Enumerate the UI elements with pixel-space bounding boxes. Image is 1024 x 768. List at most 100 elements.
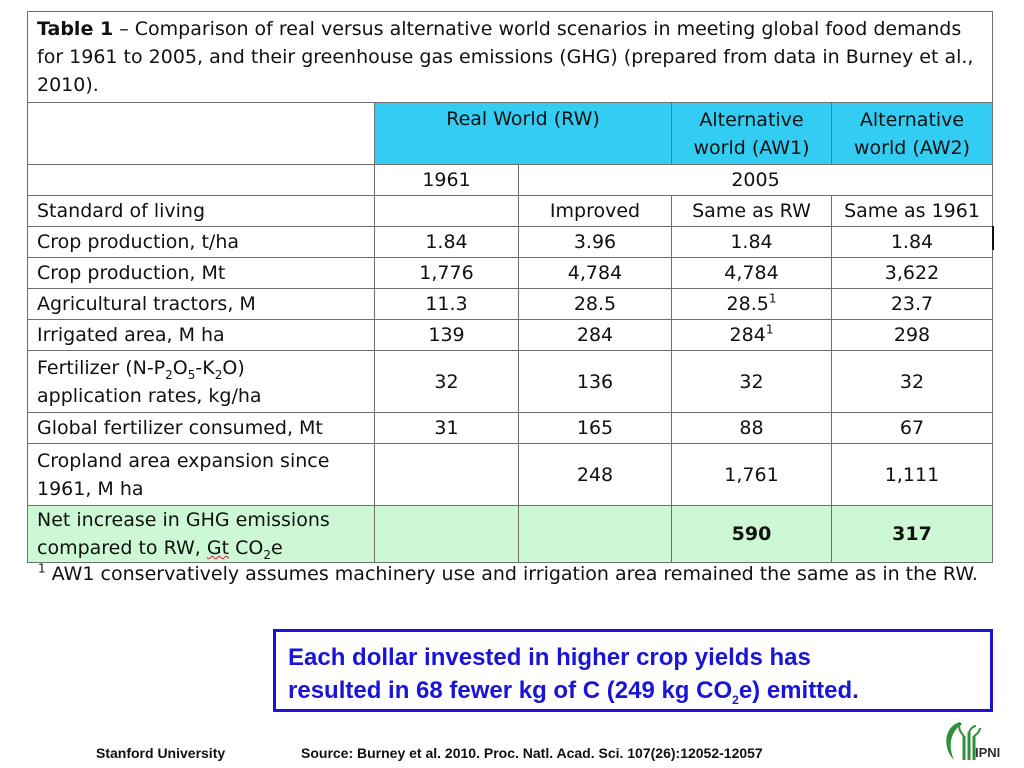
header-aw2-line1: Alternative bbox=[859, 108, 965, 131]
footnote-marker: 1 bbox=[38, 561, 46, 576]
logo-text: IPNI bbox=[975, 745, 1001, 760]
header-row: Real World (RW) Alternative world (AW1) A… bbox=[27, 102, 994, 165]
cell-aw2: 1.84 bbox=[830, 226, 994, 258]
footer-institution: Stanford University bbox=[96, 745, 226, 761]
label-part: -K bbox=[195, 356, 215, 379]
cell-1961: 139 bbox=[374, 319, 519, 351]
header-real-world-label: Real World (RW) bbox=[446, 108, 600, 130]
cell-1961 bbox=[374, 195, 519, 227]
cell-aw2: 3,622 bbox=[830, 257, 994, 289]
callout-sub: 2 bbox=[732, 692, 739, 707]
header-aw2-line2: world (AW2) bbox=[854, 136, 971, 159]
table-row: Fertilizer (N-P2O5-K2O) application rates… bbox=[27, 350, 994, 413]
label-line1: Net increase in GHG emissions bbox=[37, 509, 330, 531]
label-sub: 2 bbox=[214, 367, 223, 382]
cell-1961 bbox=[374, 443, 519, 506]
row-label-standard: Standard of living bbox=[27, 195, 375, 227]
cell-aw1: 1,761 bbox=[671, 443, 832, 506]
callout-line1: Each dollar invested in higher crop yiel… bbox=[288, 644, 811, 671]
table-caption-label: Table 1 bbox=[37, 18, 114, 40]
table-row: Standard of living Improved Same as RW S… bbox=[27, 195, 994, 227]
ipni-logo-icon bbox=[946, 722, 981, 760]
callout-line2-pre: resulted in 68 fewer kg of C (249 kg CO bbox=[288, 677, 733, 704]
table-row: Global fertilizer consumed, Mt 31 165 88… bbox=[27, 412, 994, 444]
label-part: O bbox=[172, 356, 188, 379]
cell-1961: 1.84 bbox=[374, 226, 519, 258]
cell-aw1: 1.84 bbox=[671, 226, 832, 258]
label-part: e bbox=[270, 537, 283, 559]
comparison-table: Table 1 – Comparison of real versus alte… bbox=[26, 11, 994, 563]
cell-aw1: 4,784 bbox=[671, 257, 832, 289]
table-caption-text: – Comparison of real versus alternative … bbox=[37, 18, 974, 96]
cell-1961: 31 bbox=[374, 412, 519, 444]
cell-2005: 28.5 bbox=[518, 288, 672, 320]
cell-aw2: 1,111 bbox=[830, 443, 994, 506]
cell-aw1: 2841 bbox=[671, 319, 832, 351]
label-sub: 2 bbox=[165, 367, 173, 382]
cell-1961 bbox=[374, 505, 519, 563]
label-sub: 5 bbox=[187, 367, 196, 382]
footnote-text: AW1 conservatively assumes machinery use… bbox=[45, 563, 978, 585]
cell-aw2: 298 bbox=[830, 319, 994, 351]
footnote-marker: 1 bbox=[768, 291, 777, 306]
callout-line2-post: e) emitted. bbox=[738, 677, 859, 704]
cell-aw1: 590 bbox=[671, 505, 832, 563]
table-row: Irrigated area, M ha 139 284 2841 298 bbox=[27, 319, 994, 351]
cell-aw2: 317 bbox=[830, 505, 994, 563]
header-real-world: Real World (RW) bbox=[374, 102, 672, 165]
cell-aw2: 23.7 bbox=[830, 288, 994, 320]
cell-2005: 248 bbox=[518, 443, 672, 506]
cell-2005: 4,784 bbox=[518, 257, 672, 289]
year-2005: 2005 bbox=[517, 164, 994, 196]
row-label-fertilizer-rates: Fertilizer (N-P2O5-K2O) application rates… bbox=[27, 350, 375, 413]
cell-1961: 32 bbox=[374, 350, 519, 413]
header-aw1: Alternative world (AW1) bbox=[671, 102, 832, 165]
table-footnote: 1 AW1 conservatively assumes machinery u… bbox=[38, 561, 988, 588]
header-empty-cell bbox=[27, 102, 375, 165]
row-label-crop-tha: Crop production, t/ha bbox=[27, 226, 375, 258]
label-line1: Cropland area expansion since bbox=[37, 449, 330, 472]
row-label-tractors: Agricultural tractors, M bbox=[27, 288, 375, 320]
cell-2005: Improved bbox=[518, 195, 672, 227]
cell-aw1-value: 28.5 bbox=[726, 293, 769, 315]
cell-aw1: 32 bbox=[671, 350, 832, 413]
header-aw2: Alternative world (AW2) bbox=[830, 102, 994, 165]
comparison-table-container: Table 1 – Comparison of real versus alte… bbox=[26, 11, 994, 563]
label-line2: application rates, kg/ha bbox=[37, 384, 262, 407]
year-row: 1961 2005 bbox=[27, 164, 994, 196]
table-caption-row: Table 1 – Comparison of real versus alte… bbox=[26, 11, 994, 103]
label-part: Fertilizer (N-P bbox=[37, 356, 166, 379]
cell-1961: 11.3 bbox=[374, 288, 519, 320]
cell-aw2: 32 bbox=[830, 350, 994, 413]
label-sub: 2 bbox=[263, 547, 271, 562]
cell-2005: 3.96 bbox=[518, 226, 672, 258]
cell-2005: 136 bbox=[518, 350, 672, 413]
footer-source: Source: Burney et al. 2010. Proc. Natl. … bbox=[301, 745, 763, 761]
table-row: Crop production, Mt 1,776 4,784 4,784 3,… bbox=[27, 257, 994, 289]
label-part: compared to RW, bbox=[37, 537, 207, 559]
label-part: O) bbox=[222, 356, 245, 379]
cell-2005 bbox=[518, 505, 672, 563]
header-aw1-line1: Alternative bbox=[699, 108, 804, 131]
header-aw1-line2: world (AW1) bbox=[693, 136, 810, 159]
row-label-ghg: Net increase in GHG emissions compared to… bbox=[27, 505, 375, 563]
highlight-callout: Each dollar invested in higher crop yiel… bbox=[273, 629, 993, 712]
cell-aw2: Same as 1961 bbox=[830, 195, 994, 227]
cell-2005: 284 bbox=[518, 319, 672, 351]
cell-aw1-value: 284 bbox=[729, 324, 766, 346]
table-row-ghg: Net increase in GHG emissions compared to… bbox=[27, 505, 994, 563]
row-label-crop-mt: Crop production, Mt bbox=[27, 257, 375, 289]
cell-1961: 1,776 bbox=[374, 257, 519, 289]
label-unit: Gt bbox=[206, 537, 230, 559]
label-line2: 1961, M ha bbox=[37, 477, 144, 500]
table-row: Agricultural tractors, M 11.3 28.5 28.51… bbox=[27, 288, 994, 320]
row-label-irrigated: Irrigated area, M ha bbox=[27, 319, 375, 351]
year-1961: 1961 bbox=[374, 164, 519, 196]
row-label-cropland: Cropland area expansion since 1961, M ha bbox=[27, 443, 375, 506]
cell-aw1: 28.51 bbox=[671, 288, 832, 320]
row-label-fertilizer-global: Global fertilizer consumed, Mt bbox=[27, 412, 375, 444]
cell-aw1: Same as RW bbox=[671, 195, 832, 227]
vertical-bar-mark bbox=[992, 226, 994, 250]
table-row: Crop production, t/ha 1.84 3.96 1.84 1.8… bbox=[27, 226, 994, 258]
cell-aw2: 67 bbox=[830, 412, 994, 444]
